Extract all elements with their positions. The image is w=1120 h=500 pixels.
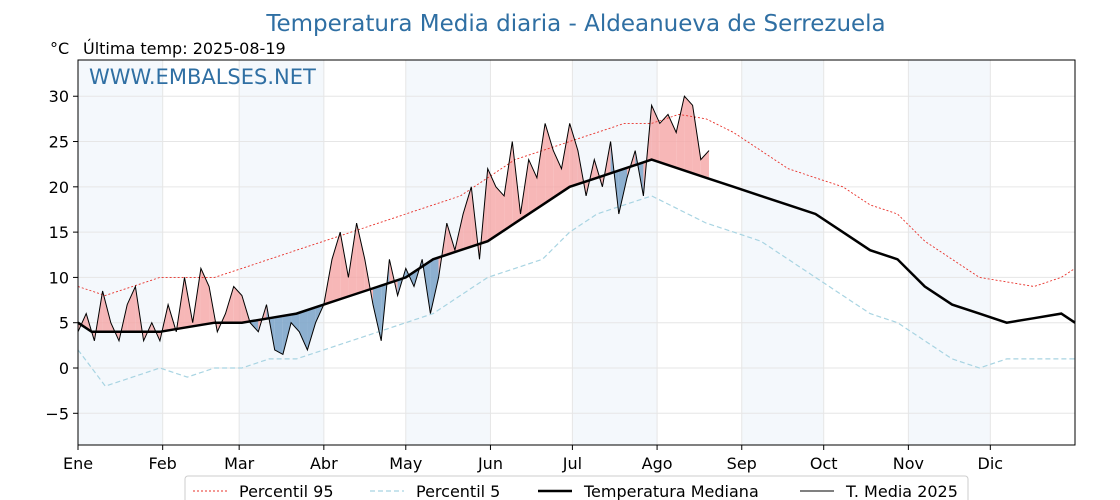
series-lines [77, 95, 1076, 387]
y-tick-label: 0 [59, 359, 69, 378]
cold-anomaly-fill [618, 167, 628, 214]
warm-anomaly-fill [127, 286, 136, 332]
warm-anomaly-fill [553, 150, 562, 198]
cold-anomaly-fill [307, 307, 316, 350]
warm-anomaly-fill [340, 232, 349, 300]
y-axis: −5 0 5 10 15 20 25 30 [45, 87, 78, 423]
last-temp-subtitle: Última temp: 2025-08-19 [83, 39, 286, 58]
legend-label: T. Media 2025 [845, 482, 958, 500]
x-tick-label: Dic [978, 454, 1004, 473]
warm-anomaly-fill [504, 141, 513, 231]
warm-anomaly-fill [438, 223, 447, 278]
warm-anomaly-fill [627, 150, 636, 178]
x-tick-label: Jul [562, 454, 582, 473]
current-year-line [77, 95, 710, 356]
percentile-95-line [77, 113, 1076, 296]
legend-box [184, 475, 969, 500]
y-tick-label: 5 [59, 314, 69, 333]
month-band [78, 60, 163, 445]
x-tick-label: Mar [224, 454, 255, 473]
y-tick-label: 25 [49, 133, 69, 152]
x-tick-label: Ago [642, 454, 673, 473]
legend-label: Temperatura Mediana [583, 482, 759, 500]
warm-anomaly-fill [545, 123, 554, 204]
month-band [239, 60, 324, 445]
legend-label: Percentil 5 [416, 482, 500, 500]
legend: Percentil 95 Percentil 5 Temperatura Media… [184, 475, 969, 500]
watermark: WWW.EMBALSES.NET [89, 65, 316, 89]
warm-anomaly-fill [487, 168, 496, 242]
median-temperature-line [77, 158, 1076, 334]
month-bands [78, 60, 991, 445]
x-tick-label: Abr [310, 454, 338, 473]
warm-anomaly-fill [561, 123, 570, 193]
legend-label: Percentil 95 [239, 482, 334, 500]
x-tick-label: Feb [149, 454, 177, 473]
x-tick-label: Ene [63, 454, 93, 473]
month-band [741, 60, 824, 445]
warm-anomaly-fill [569, 123, 578, 187]
x-tick-label: Oct [810, 454, 838, 473]
y-tick-label: −5 [45, 404, 69, 423]
warm-anomaly-fill [463, 186, 472, 250]
warm-anomaly-fill [659, 114, 669, 166]
warm-anomaly-fill [332, 232, 341, 302]
month-band [908, 60, 991, 445]
percentile-5-line [77, 195, 1075, 387]
warm-anomaly-fill [692, 105, 701, 176]
warm-anomaly-fill [668, 114, 677, 168]
x-tick-label: Jun [477, 454, 503, 473]
cold-anomaly-fill [430, 257, 439, 314]
cold-anomaly-fill [274, 315, 283, 355]
x-tick-label: May [389, 454, 422, 473]
cold-anomaly-fill [381, 259, 390, 341]
cold-anomaly-fill [282, 314, 292, 355]
warm-anomaly-fill [684, 96, 693, 174]
unit-label: °C [50, 39, 69, 58]
x-tick-label: Sep [727, 454, 757, 473]
y-tick-label: 10 [49, 268, 69, 287]
warm-anomaly-fill [233, 286, 242, 323]
warm-anomaly-fill [536, 123, 546, 209]
y-tick-label: 15 [49, 223, 69, 242]
cold-anomaly-fill [610, 141, 619, 214]
warm-anomaly-fill [643, 105, 652, 196]
warm-anomaly-fill [348, 223, 357, 297]
chart-title: Temperatura Media diaria - Aldeanueva de… [265, 11, 885, 37]
warm-anomaly-fill [495, 186, 505, 236]
plot-frame [77, 59, 1076, 446]
warm-anomaly-fill [102, 291, 111, 332]
cold-anomaly-fill [291, 312, 300, 332]
y-tick-label: 20 [49, 178, 69, 197]
cold-anomaly-fill [373, 285, 382, 341]
month-band [572, 60, 658, 445]
cold-anomaly-fill [299, 310, 308, 350]
x-tick-label: Nov [893, 454, 924, 473]
warm-anomaly-fill [364, 259, 374, 305]
y-tick-label: 30 [49, 87, 69, 106]
warm-anomaly-fill [356, 223, 365, 294]
warm-anomaly-fill [676, 96, 685, 171]
x-axis: Ene Feb Mar Abr May Jun Jul Ago Sep Oct Nov Dic [63, 445, 1003, 473]
warm-anomaly-fill [225, 286, 234, 323]
